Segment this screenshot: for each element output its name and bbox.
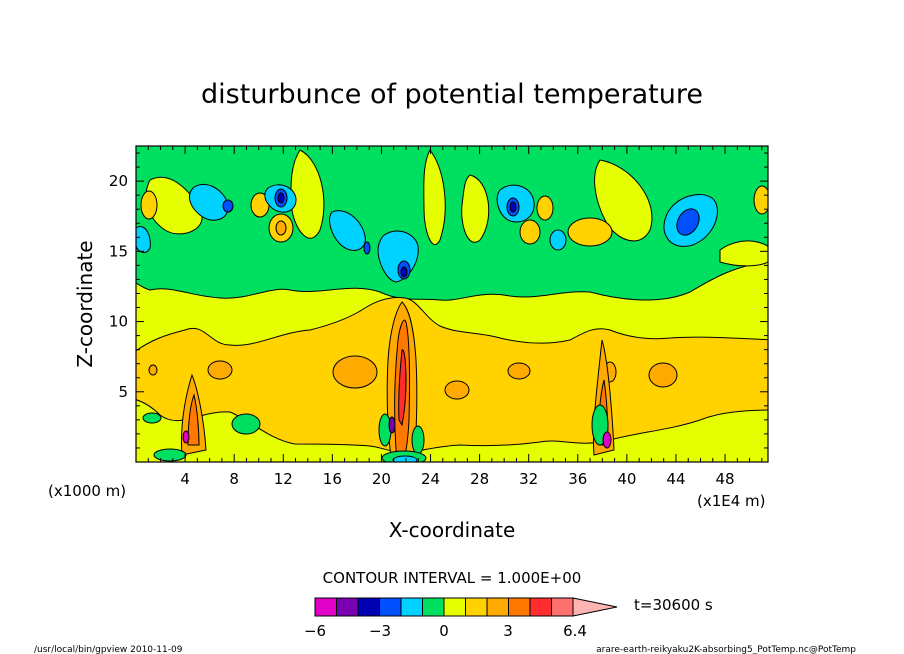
colorbar-label: 6.4 xyxy=(563,622,587,640)
x-tick-label: 4 xyxy=(180,470,190,488)
time-label: t=30600 s xyxy=(634,596,713,614)
left-tower xyxy=(187,393,200,446)
orange-pocket xyxy=(140,190,158,220)
colorbar-label: −3 xyxy=(369,622,391,640)
x-tick-label: 40 xyxy=(617,470,636,488)
orange-pocket xyxy=(519,219,541,245)
x-axis-ticks: 4 8 12 16 20 24 28 32 36 40 44 48 xyxy=(147,146,763,488)
yellow-intrusion xyxy=(719,240,768,267)
plot-frame xyxy=(135,145,769,463)
orange-pocket xyxy=(567,217,613,247)
colorbar-swatch xyxy=(465,597,488,617)
bottom-magenta xyxy=(388,416,396,434)
contour-field xyxy=(136,146,768,462)
x-unit-left: (x1000 m) xyxy=(48,482,126,500)
y-tick-label: 15 xyxy=(109,242,128,260)
footer-right: arare-earth-reikyaku2K-absorbing5_PotTem… xyxy=(596,645,856,654)
chart-title: disturbunce of potential temperature xyxy=(201,79,703,110)
colorbar-swatch xyxy=(508,597,531,617)
x-tick-label: 12 xyxy=(274,470,293,488)
colorbar-arrow xyxy=(572,597,618,617)
blue-core xyxy=(676,208,700,236)
yellow-intrusion xyxy=(290,149,325,239)
x-unit-right: (x1E4 m) xyxy=(697,492,766,510)
orange-patch xyxy=(507,362,531,380)
blue-core xyxy=(277,192,285,204)
colorbar-swatch xyxy=(551,597,574,617)
x-tick-label: 28 xyxy=(470,470,489,488)
orange-patch xyxy=(444,380,470,400)
x-tick-label: 32 xyxy=(519,470,538,488)
bottom-cyan xyxy=(392,455,418,462)
colorbar-swatch xyxy=(336,597,359,617)
x-tick-label: 24 xyxy=(421,470,440,488)
yellow-intrusion xyxy=(594,159,653,242)
colorbar-swatch xyxy=(379,597,402,617)
colorbar xyxy=(314,597,618,617)
footer-left: /usr/local/bin/gpview 2010-11-09 xyxy=(34,645,183,654)
orange-patch xyxy=(207,360,233,380)
colorbar-labels: −6 −3 0 3 6.4 xyxy=(304,622,587,640)
bottom-green xyxy=(153,448,187,462)
colorbar-label: 0 xyxy=(439,622,449,640)
bottom-green xyxy=(142,412,162,424)
bottom-green xyxy=(231,413,261,435)
colorbar-label: −6 xyxy=(304,622,326,640)
yellow-intrusion xyxy=(423,149,446,245)
y-axis-ticks: 5 10 15 20 xyxy=(109,152,768,449)
blue-core xyxy=(363,241,371,255)
contour-interval: CONTOUR INTERVAL = 1.000E+00 xyxy=(323,569,582,587)
blue-core xyxy=(222,199,234,213)
y-tick-label: 20 xyxy=(109,172,128,190)
orange-pocket xyxy=(536,195,554,221)
colorbar-swatch xyxy=(422,597,445,617)
orange-patch xyxy=(332,355,378,389)
x-tick-label: 20 xyxy=(372,470,391,488)
colorbar-swatch xyxy=(357,597,380,617)
bottom-magenta xyxy=(602,431,612,449)
cyan-pocket xyxy=(189,183,229,221)
orange-pocket xyxy=(753,185,768,215)
x-axis-label: X-coordinate xyxy=(389,518,516,542)
orange-pocket xyxy=(275,220,287,236)
yellow-intrusion xyxy=(461,174,490,243)
x-tick-label: 8 xyxy=(229,470,239,488)
bottom-green xyxy=(411,425,425,455)
colorbar-swatch xyxy=(486,597,509,617)
blue-core xyxy=(509,201,517,213)
x-tick-label: 48 xyxy=(716,470,735,488)
cyan-pocket xyxy=(549,229,567,251)
y-axis-label: Z-coordinate xyxy=(73,240,97,367)
cyan-pocket xyxy=(136,226,151,253)
colorbar-swatch xyxy=(400,597,423,617)
x-tick-label: 36 xyxy=(568,470,587,488)
cyan-pocket xyxy=(329,210,366,251)
y-tick-label: 10 xyxy=(109,313,128,331)
orange-patch xyxy=(648,362,678,388)
y-tick-label: 5 xyxy=(118,383,128,401)
colorbar-swatch xyxy=(314,597,337,617)
bottom-magenta xyxy=(182,430,190,444)
x-tick-label: 16 xyxy=(323,470,342,488)
colorbar-label: 3 xyxy=(503,622,513,640)
central-plume-core xyxy=(398,349,407,427)
colorbar-swatch xyxy=(529,597,552,617)
colorbar-swatch xyxy=(443,597,466,617)
blue-core xyxy=(400,266,408,278)
x-tick-label: 44 xyxy=(666,470,685,488)
orange-patch xyxy=(148,364,158,376)
